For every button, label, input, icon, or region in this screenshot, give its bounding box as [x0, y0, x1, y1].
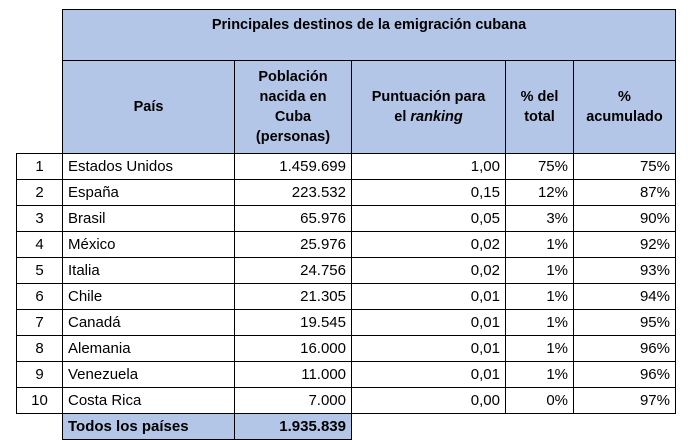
rank-cell: 5 — [16, 257, 63, 284]
pct-total-cell: 0% — [505, 387, 574, 414]
total-blank-pct — [505, 413, 574, 440]
score-cell: 0,15 — [351, 179, 506, 206]
total-blank — [17, 414, 63, 440]
country-cell: Brasil — [62, 205, 235, 232]
score-cell: 0,00 — [351, 387, 506, 414]
table-row: 10 Costa Rica 7.000 0,00 0% 97% — [16, 387, 676, 414]
pct-total-cell: 1% — [505, 361, 574, 388]
score-cell: 0,01 — [351, 335, 506, 362]
table-row: 8 Alemania 16.000 0,01 1% 96% — [16, 335, 676, 362]
pct-total-cell: 3% — [505, 205, 574, 232]
table-row: 2 España 223.532 0,15 12% 87% — [16, 179, 676, 206]
rank-cell: 6 — [16, 283, 63, 310]
score-cell: 0,02 — [351, 257, 506, 284]
score-cell: 0,02 — [351, 231, 506, 258]
score-cell: 0,01 — [351, 361, 506, 388]
population-cell: 11.000 — [234, 361, 352, 388]
score-cell: 0,01 — [351, 283, 506, 310]
header-score-prefix: el — [394, 109, 411, 125]
table-row: 9 Venezuela 11.000 0,01 1% 96% — [16, 361, 676, 388]
table-row: 1 Estados Unidos 1.459.699 1,00 75% 75% — [16, 153, 676, 180]
header-score-line1: Puntuación para — [371, 89, 486, 105]
country-cell: Estados Unidos — [62, 153, 235, 180]
country-cell: Italia — [62, 257, 235, 284]
pct-total-cell: 1% — [505, 231, 574, 258]
population-cell: 65.976 — [234, 205, 352, 232]
header-score-line2: el ranking — [352, 107, 505, 127]
header-population-line: Población — [258, 69, 328, 85]
header-pct-total-line: % del — [520, 89, 559, 105]
population-cell: 16.000 — [234, 335, 352, 362]
pct-cum-cell: 95% — [573, 309, 676, 336]
population-cell: 19.545 — [234, 309, 352, 336]
pct-cum-cell: 96% — [573, 335, 676, 362]
pct-cum-cell: 75% — [573, 153, 676, 180]
pct-total-cell: 1% — [505, 309, 574, 336]
population-cell: 1.459.699 — [234, 153, 352, 180]
pct-total-cell: 1% — [505, 283, 574, 310]
country-cell: Venezuela — [62, 361, 235, 388]
rank-cell: 3 — [16, 205, 63, 232]
country-cell: Canadá — [62, 309, 235, 336]
corner-blank — [16, 9, 63, 61]
total-blank-score — [351, 413, 506, 440]
table-row: 4 México 25.976 0,02 1% 92% — [16, 231, 676, 258]
table-row: 3 Brasil 65.976 0,05 3% 90% — [16, 205, 676, 232]
country-cell: México — [62, 231, 235, 258]
population-cell: 24.756 — [234, 257, 352, 284]
rank-cell: 8 — [16, 335, 63, 362]
pct-total-cell: 75% — [505, 153, 574, 180]
pct-cum-cell: 92% — [573, 231, 676, 258]
rank-cell: 9 — [16, 361, 63, 388]
pct-total-cell: 12% — [505, 179, 574, 206]
header-population-line: (personas) — [255, 129, 331, 145]
population-cell: 25.976 — [234, 231, 352, 258]
total-population: 1.935.839 — [234, 413, 352, 440]
header-score: Puntuación para el ranking — [351, 60, 506, 154]
population-cell: 21.305 — [234, 283, 352, 310]
header-population-line: Cuba — [274, 109, 312, 125]
pct-cum-cell: 87% — [573, 179, 676, 206]
header-pct-total: % del total — [505, 60, 574, 154]
pct-total-cell: 1% — [505, 335, 574, 362]
header-population: Población nacida en Cuba (personas) — [234, 60, 352, 154]
table-row: 7 Canadá 19.545 0,01 1% 95% — [16, 309, 676, 336]
header-population-line: nacida en — [259, 89, 327, 105]
rank-cell: 1 — [16, 153, 63, 180]
rank-cell: 10 — [16, 387, 63, 414]
rank-cell: 4 — [16, 231, 63, 258]
pct-cum-cell: 90% — [573, 205, 676, 232]
score-cell: 0,05 — [351, 205, 506, 232]
total-blank-cum — [573, 413, 676, 440]
rank-cell: 7 — [16, 309, 63, 336]
header-pct-cum: % acumulado — [573, 60, 676, 154]
country-cell: Alemania — [62, 335, 235, 362]
total-label: Todos los países — [62, 413, 235, 440]
population-cell: 7.000 — [234, 387, 352, 414]
emigration-table: Principales destinos de la emigración cu… — [16, 9, 676, 440]
header-pct-total-line: total — [524, 109, 555, 125]
corner-blank-2 — [16, 60, 63, 154]
header-pct-cum-line: % — [618, 89, 631, 105]
table-row: 5 Italia 24.756 0,02 1% 93% — [16, 257, 676, 284]
score-cell: 0,01 — [351, 309, 506, 336]
pct-cum-cell: 93% — [573, 257, 676, 284]
header-country: País — [62, 60, 235, 154]
table-row: 6 Chile 21.305 0,01 1% 94% — [16, 283, 676, 310]
header-pct-cum-line: acumulado — [586, 109, 663, 125]
country-cell: Chile — [62, 283, 235, 310]
country-cell: Costa Rica — [62, 387, 235, 414]
pct-cum-cell: 94% — [573, 283, 676, 310]
score-cell: 1,00 — [351, 153, 506, 180]
population-cell: 223.532 — [234, 179, 352, 206]
country-cell: España — [62, 179, 235, 206]
table-title: Principales destinos de la emigración cu… — [62, 9, 676, 61]
pct-cum-cell: 96% — [573, 361, 676, 388]
pct-cum-cell: 97% — [573, 387, 676, 414]
header-score-italic: ranking — [410, 109, 463, 125]
rank-cell: 2 — [16, 179, 63, 206]
pct-total-cell: 1% — [505, 257, 574, 284]
